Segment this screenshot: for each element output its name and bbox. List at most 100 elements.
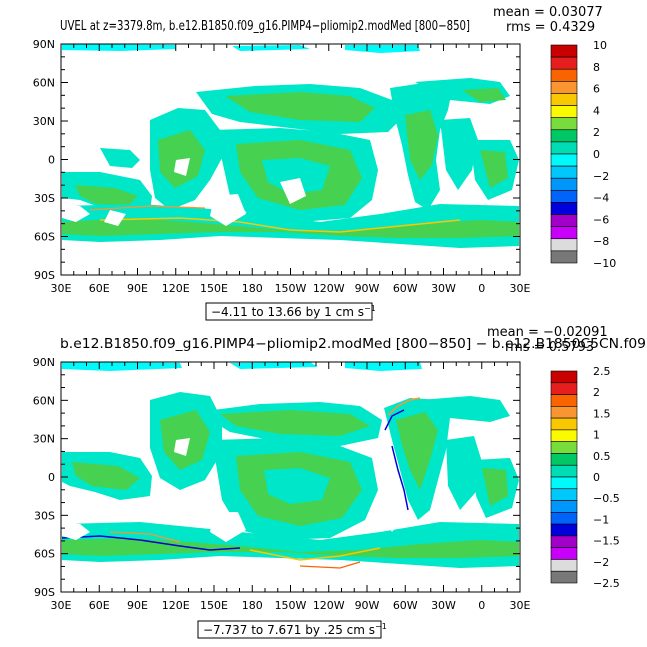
colorbar-top-swatch — [550, 93, 578, 106]
bottom-lon-label: 120E — [162, 599, 190, 612]
top-lon-label: 90W — [355, 282, 380, 295]
colorbar-bottom-label: 2 — [593, 386, 600, 399]
colorbar-top-label: −4 — [593, 192, 609, 205]
bottom-lat-label: 90S — [34, 586, 55, 599]
top-lon-label: 120W — [313, 282, 345, 295]
colorbar-bottom-label: 1.5 — [593, 407, 611, 420]
colorbar-bottom-label: 0 — [593, 471, 600, 484]
panel-top-rms: rms = 0.4329 — [506, 20, 595, 35]
colorbar-top-swatch — [550, 190, 578, 203]
bottom-lon-label: 150E — [200, 599, 228, 612]
bottom-lon-label: 90W — [355, 599, 380, 612]
bottom-lat-label: 90N — [33, 356, 55, 369]
colorbar-top-swatch — [550, 117, 578, 131]
bottom-lon-label: 120W — [313, 599, 345, 612]
top-lon-label: 30E — [51, 282, 72, 295]
colorbar-bottom-swatch — [550, 476, 578, 490]
colorbar-bottom-label: −1 — [593, 513, 609, 526]
top-lat-label: 90S — [34, 269, 55, 282]
colorbar-bottom-swatch — [550, 370, 578, 384]
colorbar-top-swatch — [550, 177, 578, 191]
colorbar-top-swatch — [550, 105, 578, 118]
top-lon-label: 30W — [431, 282, 456, 295]
top-lon-label: 90E — [127, 282, 148, 295]
colorbar-top-swatch — [550, 129, 578, 143]
colorbar-top-label: 8 — [593, 61, 600, 74]
colorbar-bottom-label: −1.5 — [593, 535, 620, 548]
top-lon-label: 150W — [275, 282, 307, 295]
colorbar-bottom-swatch — [550, 488, 578, 501]
colorbar-bottom-swatch — [550, 464, 578, 478]
colorbar-top-label: 10 — [593, 39, 607, 52]
colorbar-top-swatch — [550, 81, 578, 94]
top-lat-label: 60S — [34, 231, 55, 244]
top-lat-label: 90N — [33, 38, 55, 51]
colorbar-top-swatch — [550, 68, 578, 82]
top-lat-label: 0 — [48, 154, 55, 167]
colorbar-top-swatch — [550, 202, 578, 215]
top-lon-label: 150E — [200, 282, 228, 295]
panel-top: UVEL at z=3379.8m, b.e12.B1850.f09_g16.P… — [33, 5, 616, 321]
colorbar-top-label: 4 — [593, 104, 600, 117]
colorbar-top-swatch — [550, 250, 578, 264]
panel-top-mean: mean = 0.03077 — [493, 5, 603, 20]
top-lon-label: 180 — [242, 282, 263, 295]
bottom-lat-label: 60N — [33, 394, 55, 407]
colorbar-top-swatch — [550, 56, 578, 70]
colorbar-bottom-swatch — [550, 394, 578, 407]
colorbar-bottom-swatch — [550, 559, 578, 572]
map-field-top — [62, 44, 519, 248]
colorbar-top-label: −8 — [593, 235, 609, 248]
colorbar-bottom-swatch — [550, 500, 578, 513]
contour-info-top: −4.11 to 13.66 by 1 cm s−1 — [211, 304, 376, 319]
contour-info-box-top — [205, 302, 373, 321]
bottom-lon-label: 0 — [478, 599, 485, 612]
colorbar-bottom-swatch — [550, 406, 578, 419]
colorbar-bottom-label: 2.5 — [593, 365, 611, 378]
top-lat-label: 30N — [33, 115, 55, 128]
colorbar-bottom-swatch — [550, 429, 578, 442]
colorbar-bottom-label: 1 — [593, 429, 600, 442]
bottom-lat-label: 60S — [34, 548, 55, 561]
colorbar-bottom-swatch — [550, 523, 578, 537]
colorbar-top-label: 0 — [593, 148, 600, 161]
colorbar-top-label: −10 — [593, 257, 616, 270]
bottom-lat-label: 30S — [34, 509, 55, 522]
bottom-lon-label: 150W — [275, 599, 307, 612]
panel-bottom-title: b.e12.B1850.f09_g16.PIMP4−pliomip2.modMe… — [60, 336, 646, 352]
colorbar-top-swatch — [550, 238, 578, 252]
bottom-lon-label: 180 — [242, 599, 263, 612]
colorbar-bottom-label: −2 — [593, 556, 609, 569]
panel-top-title: UVEL at z=3379.8m, b.e12.B1850.f09_g16.P… — [60, 18, 470, 34]
colorbar-top-label: 6 — [593, 83, 600, 96]
colorbar-bottom: 2.5 2 1.5 1 0.5 0 −0.5 −1 −1.5 −2 −2.5 — [550, 365, 620, 590]
bottom-lon-label: 30E — [51, 599, 72, 612]
top-lon-label: 60W — [393, 282, 418, 295]
panel-bottom-mean: mean = −0.02091 — [487, 325, 608, 340]
colorbar-bottom-swatch — [550, 570, 578, 584]
colorbar-bottom-swatch — [550, 535, 578, 548]
top-lon-label: 0 — [478, 282, 485, 295]
colorbar-top-swatch — [550, 44, 578, 58]
map-field-bottom — [61, 362, 519, 569]
bottom-lat-label: 0 — [48, 471, 55, 484]
colorbar-top-swatch — [550, 214, 578, 227]
top-lat-label: 30S — [34, 192, 55, 205]
colorbar-bottom-label: −0.5 — [593, 492, 620, 505]
colorbar-top-swatch — [550, 165, 578, 179]
contour-info-bottom: −7.737 to 7.671 by .25 cm s−1 — [203, 622, 387, 637]
bottom-lon-label: 60E — [89, 599, 110, 612]
bottom-lat-label: 30N — [33, 433, 55, 446]
colorbar-top-swatch — [550, 153, 578, 167]
top-lon-label: 30E — [510, 282, 531, 295]
top-lat-label: 60N — [33, 77, 55, 90]
contour-info-box-bottom — [197, 620, 382, 639]
colorbar-top-label: 2 — [593, 126, 600, 139]
bottom-lon-label: 30W — [431, 599, 456, 612]
colorbar-bottom-swatch — [550, 453, 578, 466]
bottom-lon-label: 60W — [393, 599, 418, 612]
panel-bottom: b.e12.B1850.f09_g16.PIMP4−pliomip2.modMe… — [33, 325, 646, 639]
colorbar-bottom-swatch — [550, 547, 578, 560]
colorbar-bottom-label: −2.5 — [593, 577, 620, 590]
